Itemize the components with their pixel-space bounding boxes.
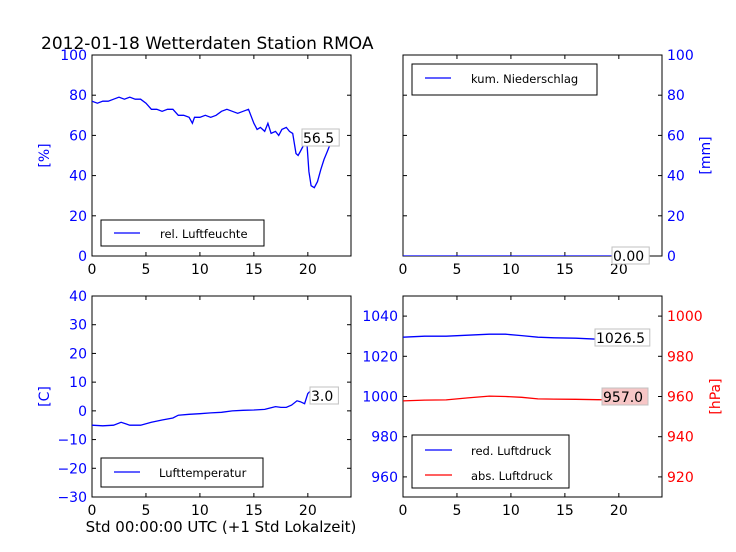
legend-box bbox=[411, 434, 570, 489]
value-annotation-box bbox=[309, 386, 339, 405]
y-tick-label: 60 bbox=[667, 128, 685, 144]
x-tick-label: 5 bbox=[452, 503, 461, 519]
x-tick-label: 0 bbox=[88, 503, 97, 519]
y-tick-label: −30 bbox=[57, 490, 87, 506]
value-annotation-box bbox=[611, 246, 650, 265]
x-tick-label: 10 bbox=[502, 503, 520, 519]
value-annotation-box bbox=[601, 387, 649, 406]
legend-box bbox=[411, 63, 598, 96]
precipitation-chart: 0 5 10 15 20 0 20 40 60 80 100 [mm] 0.00 kum. Nieders… bbox=[399, 48, 714, 278]
x-tick-label: 15 bbox=[245, 503, 263, 519]
legend-label: Lufttemperatur bbox=[159, 466, 247, 480]
y-tick-label: 1020 bbox=[362, 349, 398, 365]
y-tick-label: 80 bbox=[667, 88, 685, 104]
y-tick-label: 0 bbox=[667, 249, 676, 265]
y-tick-label-right: 960 bbox=[667, 390, 694, 406]
y-axis-label: [C] bbox=[37, 386, 53, 407]
y-tick-label: 20 bbox=[667, 209, 685, 225]
legend-label: red. Luftdruck bbox=[471, 444, 552, 458]
y-tick-label: 0 bbox=[78, 249, 87, 265]
temperature-chart: 0 5 10 15 20 −30 −20 −10 0 10 20 30 40 [C] 3.0 Lufttemp… bbox=[37, 289, 352, 519]
x-tick-label: 0 bbox=[399, 262, 408, 278]
x-tick-label: 5 bbox=[452, 262, 461, 278]
value-annotation: 0.00 bbox=[613, 249, 644, 265]
y-tick-label: −10 bbox=[57, 433, 87, 449]
y-tick-label: 100 bbox=[60, 48, 87, 64]
x-tick-label: 5 bbox=[141, 262, 150, 278]
value-annotation: 957.0 bbox=[603, 390, 643, 406]
y-axis-label-right: [hPa] bbox=[708, 378, 724, 414]
x-tick-label: 15 bbox=[556, 503, 574, 519]
value-annotation: 1026.5 bbox=[596, 331, 645, 347]
y-axis-label: [%] bbox=[37, 143, 53, 167]
legend-label: rel. Luftfeuchte bbox=[160, 227, 248, 241]
legend-label: kum. Niederschlag bbox=[471, 72, 578, 86]
y-tick-label: 40 bbox=[69, 289, 87, 305]
x-tick-label: 15 bbox=[245, 262, 263, 278]
x-tick-label: 20 bbox=[299, 503, 317, 519]
y-axis-label: [mm] bbox=[698, 136, 714, 174]
x-tick-label: 10 bbox=[191, 503, 209, 519]
y-tick-label-right: 940 bbox=[667, 430, 694, 446]
y-tick-label: 100 bbox=[667, 48, 694, 64]
value-annotation: 56.5 bbox=[303, 131, 334, 147]
x-tick-label: 20 bbox=[299, 262, 317, 278]
x-tick-label: 0 bbox=[399, 503, 408, 519]
y-tick-label-right: 1000 bbox=[667, 309, 703, 325]
x-tick-label: 20 bbox=[610, 262, 628, 278]
y-tick-label: 960 bbox=[371, 470, 398, 486]
x-tick-label: 10 bbox=[502, 262, 520, 278]
x-tick-label: 0 bbox=[88, 262, 97, 278]
y-tick-label: 60 bbox=[69, 128, 87, 144]
figure-title: 2012-01-18 Wetterdaten Station RMOA bbox=[41, 34, 374, 54]
y-tick-label: 40 bbox=[667, 169, 685, 185]
legend-label: abs. Luftdruck bbox=[471, 469, 553, 483]
x-tick-label: 5 bbox=[141, 503, 150, 519]
humidity-chart: 0 5 10 15 20 0 20 40 60 80 100 [%] 56.5 rel. Luftfeuc… bbox=[37, 48, 352, 278]
y-tick-label: 80 bbox=[69, 88, 87, 104]
y-tick-label: −20 bbox=[57, 461, 87, 477]
y-tick-label: 20 bbox=[69, 346, 87, 362]
y-tick-label: 20 bbox=[69, 209, 87, 225]
y-tick-label: 40 bbox=[69, 169, 87, 185]
y-tick-label: 980 bbox=[371, 430, 398, 446]
value-annotation-box bbox=[594, 328, 651, 347]
pressure-chart: 0 5 10 15 20 960 980 1000 1020 1040 920 940 960 980 10… bbox=[362, 295, 724, 519]
y-tick-label: 30 bbox=[69, 318, 87, 334]
value-annotation: 3.0 bbox=[311, 389, 333, 405]
y-tick-label-right: 980 bbox=[667, 349, 694, 365]
x-tick-label: 10 bbox=[191, 262, 209, 278]
x-tick-label: 20 bbox=[610, 503, 628, 519]
y-tick-label: 10 bbox=[69, 375, 87, 391]
value-annotation-box bbox=[301, 128, 340, 147]
series-line-rel-luftfeuchte bbox=[92, 96, 338, 189]
y-tick-label: 1000 bbox=[362, 390, 398, 406]
x-axis-label: Std 00:00:00 UTC (+1 Std Lokalzeit) bbox=[86, 518, 357, 536]
y-tick-label: 1040 bbox=[362, 309, 398, 325]
y-tick-label: 0 bbox=[78, 404, 87, 420]
y-tick-label-right: 920 bbox=[667, 470, 694, 486]
x-tick-label: 15 bbox=[556, 262, 574, 278]
